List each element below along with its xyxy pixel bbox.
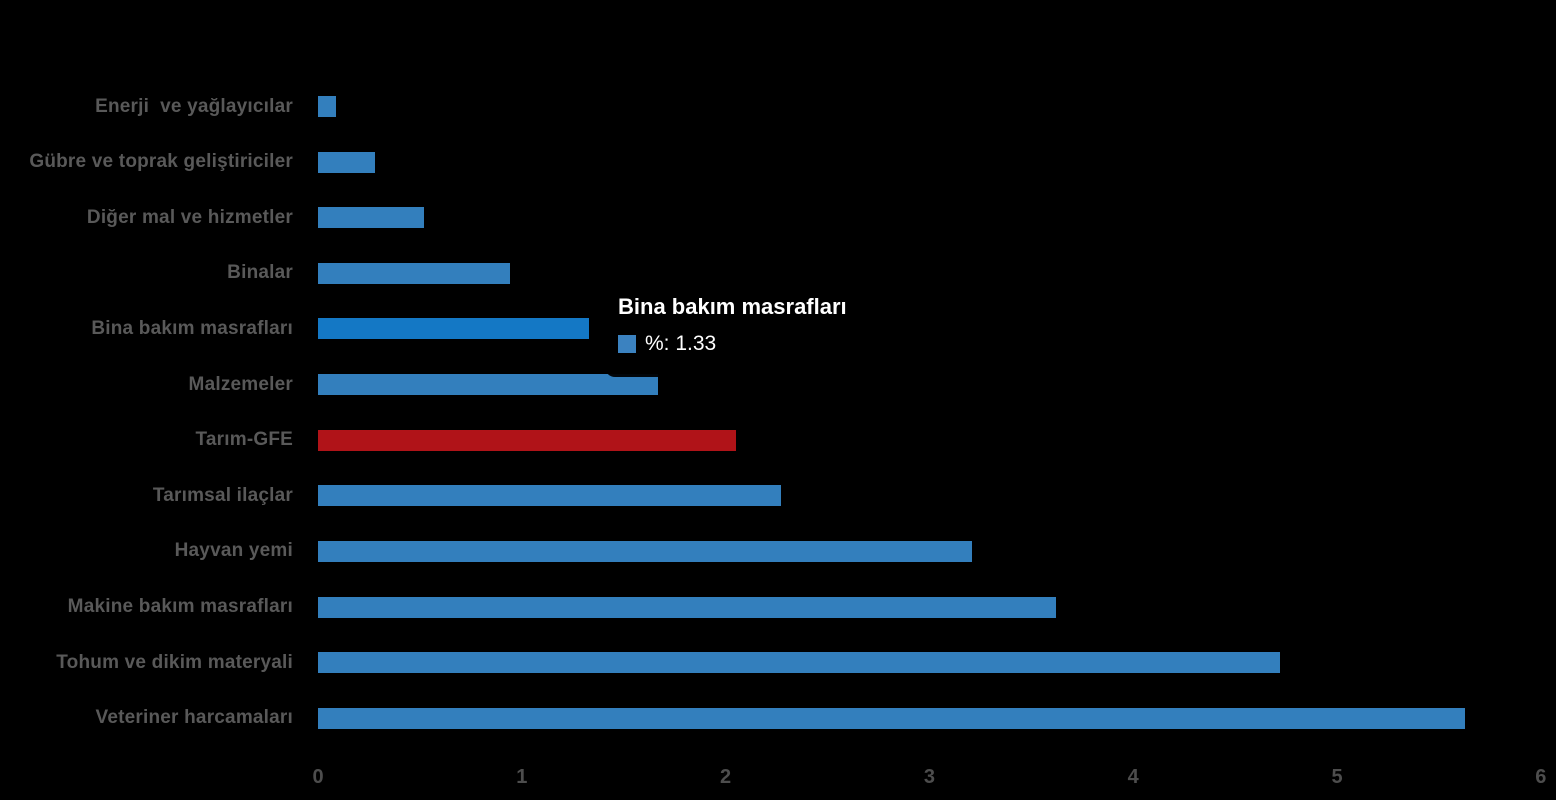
- bar-row: Binalar: [0, 245, 1556, 301]
- bar[interactable]: [318, 707, 1466, 729]
- bar-row: Enerji ve yağlayıcılar: [0, 79, 1556, 135]
- category-label: Hayvan yemi: [174, 540, 293, 562]
- bar-row: Bina bakım masrafları: [0, 301, 1556, 357]
- bar[interactable]: [318, 540, 973, 562]
- x-axis-tick-label: 4: [1127, 766, 1139, 788]
- series-marker-icon: [618, 335, 636, 353]
- category-label: Diğer mal ve hizmetler: [86, 206, 293, 228]
- chart-tooltip: Bina bakım masrafları %: 1.33: [605, 286, 890, 377]
- tooltip-value: %: 1.33: [645, 332, 717, 355]
- x-axis-tick-label: 1: [516, 766, 528, 788]
- bar-row: Tohum ve dikim materyali: [0, 635, 1556, 691]
- bar-highlighted[interactable]: [318, 429, 736, 451]
- category-label: Makine bakım masrafları: [67, 596, 293, 618]
- bar-row: Gübre ve toprak geliştiriciler: [0, 134, 1556, 190]
- bar[interactable]: [318, 596, 1056, 618]
- bar-row: Veteriner harcamaları: [0, 690, 1556, 746]
- x-axis-tick-label: 2: [720, 766, 732, 788]
- bar[interactable]: [318, 262, 510, 284]
- bar-row: Tarım-GFE: [0, 412, 1556, 468]
- bar[interactable]: [318, 374, 659, 396]
- bar-hovered[interactable]: [318, 318, 590, 340]
- x-axis-tick-label: 6: [1535, 766, 1547, 788]
- x-axis-tick-label: 0: [312, 766, 324, 788]
- category-label: Veteriner harcamaları: [95, 707, 293, 729]
- bar-row: Makine bakım masrafları: [0, 579, 1556, 635]
- bar-row: Tarımsal ilaçlar: [0, 468, 1556, 524]
- bar-row: Hayvan yemi: [0, 523, 1556, 579]
- category-label: Bina bakım masrafları: [91, 317, 293, 339]
- x-axis-tick-label: 5: [1331, 766, 1343, 788]
- category-label: Malzemeler: [188, 373, 293, 395]
- category-label: Tarım-GFE: [195, 429, 293, 451]
- bar[interactable]: [318, 96, 337, 117]
- category-label: Tarımsal ilaçlar: [152, 484, 293, 506]
- category-label: Binalar: [227, 262, 293, 284]
- bar[interactable]: [318, 151, 376, 173]
- x-axis-tick-label: 3: [923, 766, 935, 788]
- bar[interactable]: [318, 485, 781, 507]
- tooltip-value-row: %: 1.33: [618, 332, 878, 356]
- category-label: Tohum ve dikim materyali: [56, 651, 293, 673]
- category-label: Enerji ve yağlayıcılar: [95, 95, 293, 117]
- tooltip-title: Bina bakım masrafları: [618, 294, 847, 319]
- bar-row: Malzemeler: [0, 357, 1556, 413]
- category-label: Gübre ve toprak geliştiriciler: [29, 151, 293, 173]
- bar-row: Diğer mal ve hizmetler: [0, 190, 1556, 246]
- bar[interactable]: [318, 652, 1280, 674]
- bar[interactable]: [318, 207, 424, 229]
